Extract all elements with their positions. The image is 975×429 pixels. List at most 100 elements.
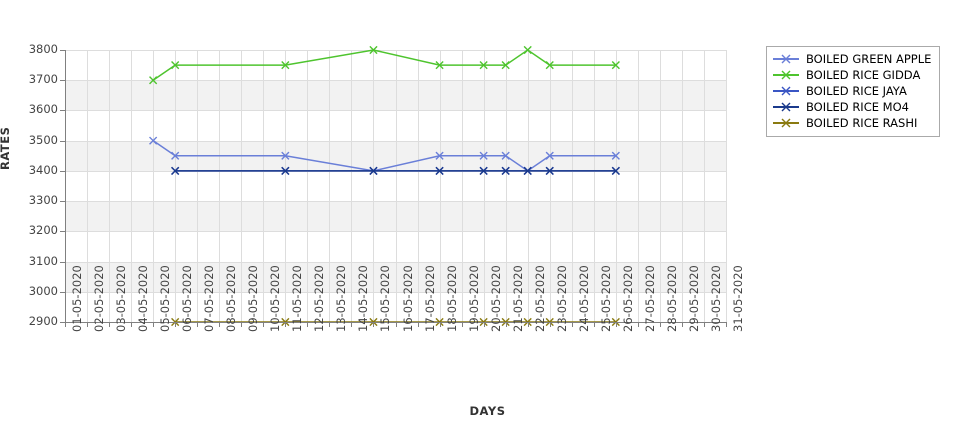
x-tick-label: 07-05-2020 bbox=[202, 265, 217, 332]
data-point-marker bbox=[545, 61, 554, 70]
y-tick-mark bbox=[60, 50, 65, 51]
y-tick-mark bbox=[60, 322, 65, 323]
data-point-marker bbox=[611, 166, 620, 175]
data-point-marker bbox=[523, 166, 532, 175]
x-tick-label: 04-05-2020 bbox=[136, 265, 151, 332]
series-boiled-rice-mo4 bbox=[171, 166, 620, 175]
legend-x-marker-icon bbox=[781, 86, 791, 96]
legend-x-marker-icon bbox=[781, 102, 791, 112]
gridline-vertical bbox=[440, 50, 441, 322]
data-point-marker bbox=[501, 166, 510, 175]
x-tick-label: 26-05-2020 bbox=[620, 265, 635, 332]
x-tick-label: 17-05-2020 bbox=[422, 265, 437, 332]
legend: BOILED GREEN APPLE BOILED RICE GIDDA BOILE… bbox=[766, 46, 941, 137]
y-axis-spine bbox=[65, 50, 66, 323]
data-point-marker bbox=[281, 166, 290, 175]
legend-swatch bbox=[773, 53, 799, 65]
x-tick-mark bbox=[285, 323, 286, 327]
data-point-marker bbox=[523, 45, 532, 55]
x-axis-label: DAYS bbox=[469, 404, 506, 418]
x-tick-label: 22-05-2020 bbox=[532, 265, 547, 332]
x-tick-mark bbox=[638, 323, 639, 327]
gridline-horizontal bbox=[65, 141, 726, 142]
x-tick-label: 15-05-2020 bbox=[378, 265, 393, 332]
x-tick-label: 31-05-2020 bbox=[731, 265, 745, 332]
y-tick-label: 3100 bbox=[28, 253, 58, 268]
y-tick-label: 3600 bbox=[28, 102, 58, 117]
x-tick-mark bbox=[373, 323, 374, 327]
x-tick-mark bbox=[351, 323, 352, 327]
x-tick-label: 20-05-2020 bbox=[488, 265, 503, 332]
data-point-marker bbox=[611, 61, 620, 70]
x-tick-mark bbox=[87, 323, 88, 327]
y-tick-mark bbox=[60, 201, 65, 202]
data-point-marker bbox=[545, 151, 554, 160]
data-point-marker bbox=[369, 166, 378, 175]
data-point-marker bbox=[171, 166, 180, 175]
gridline-vertical bbox=[307, 50, 308, 322]
x-tick-mark bbox=[131, 323, 132, 327]
x-tick-label: 13-05-2020 bbox=[334, 265, 349, 332]
gridline-vertical bbox=[528, 50, 529, 322]
gridline-vertical bbox=[550, 50, 551, 322]
gridline-horizontal bbox=[65, 292, 726, 293]
x-tick-mark bbox=[440, 323, 441, 327]
x-tick-label: 23-05-2020 bbox=[554, 265, 569, 332]
legend-x-marker-icon bbox=[781, 70, 791, 80]
data-point-marker bbox=[149, 136, 158, 145]
series-line bbox=[152, 140, 616, 172]
x-tick-label: 24-05-2020 bbox=[576, 265, 591, 332]
data-point-marker bbox=[479, 166, 488, 175]
x-tick-label: 05-05-2020 bbox=[158, 265, 173, 332]
gridline-vertical bbox=[506, 50, 507, 322]
gridline-horizontal bbox=[65, 201, 726, 202]
x-tick-mark bbox=[594, 323, 595, 327]
gridline-vertical bbox=[484, 50, 485, 322]
x-tick-label: 30-05-2020 bbox=[708, 265, 723, 332]
y-tick-label: 3700 bbox=[28, 72, 58, 87]
y-axis-label: RATES bbox=[0, 126, 12, 170]
gridline-vertical bbox=[351, 50, 352, 322]
legend-item[interactable]: BOILED RICE GIDDA bbox=[773, 67, 931, 83]
legend-label: BOILED RICE MO4 bbox=[806, 100, 909, 114]
data-point-marker bbox=[281, 61, 290, 70]
legend-item[interactable]: BOILED RICE JAYA bbox=[773, 83, 931, 99]
x-tick-label: 14-05-2020 bbox=[356, 265, 371, 332]
y-tick-label: 2900 bbox=[28, 314, 58, 328]
x-tick-mark bbox=[219, 323, 220, 327]
y-tick-mark bbox=[60, 80, 65, 81]
legend-x-marker-icon bbox=[781, 54, 791, 64]
data-point-marker bbox=[149, 76, 158, 85]
data-point-marker bbox=[545, 166, 554, 175]
x-tick-mark bbox=[726, 323, 727, 327]
legend-item[interactable]: BOILED RICE RASHI bbox=[773, 115, 931, 131]
gridline-vertical bbox=[704, 50, 705, 322]
gridline-vertical bbox=[87, 50, 88, 322]
legend-label: BOILED GREEN APPLE bbox=[806, 52, 932, 66]
gridline-horizontal bbox=[65, 110, 726, 111]
data-point-marker bbox=[611, 151, 620, 160]
legend-label: BOILED RICE GIDDA bbox=[806, 68, 921, 82]
data-point-marker bbox=[435, 61, 444, 70]
gridline-vertical bbox=[263, 50, 264, 322]
x-tick-label: 16-05-2020 bbox=[400, 265, 415, 332]
gridline-vertical bbox=[373, 50, 374, 322]
x-tick-label: 25-05-2020 bbox=[598, 265, 613, 332]
gridline-vertical bbox=[109, 50, 110, 322]
x-tick-label: 19-05-2020 bbox=[466, 265, 481, 332]
legend-swatch bbox=[773, 117, 799, 129]
x-tick-label: 12-05-2020 bbox=[312, 265, 327, 332]
y-tick-label: 3400 bbox=[28, 162, 58, 177]
y-tick-mark bbox=[60, 292, 65, 293]
x-tick-mark bbox=[175, 323, 176, 327]
y-tick-mark bbox=[60, 262, 65, 263]
x-tick-mark bbox=[462, 323, 463, 327]
x-tick-label: 02-05-2020 bbox=[92, 265, 107, 332]
legend-x-marker-icon bbox=[781, 118, 791, 128]
legend-item[interactable]: BOILED RICE MO4 bbox=[773, 99, 931, 115]
x-tick-label: 29-05-2020 bbox=[686, 265, 701, 332]
legend-item[interactable]: BOILED GREEN APPLE bbox=[773, 51, 931, 67]
data-point-marker bbox=[281, 151, 290, 160]
x-tick-mark bbox=[241, 323, 242, 327]
x-tick-label: 06-05-2020 bbox=[180, 265, 195, 332]
